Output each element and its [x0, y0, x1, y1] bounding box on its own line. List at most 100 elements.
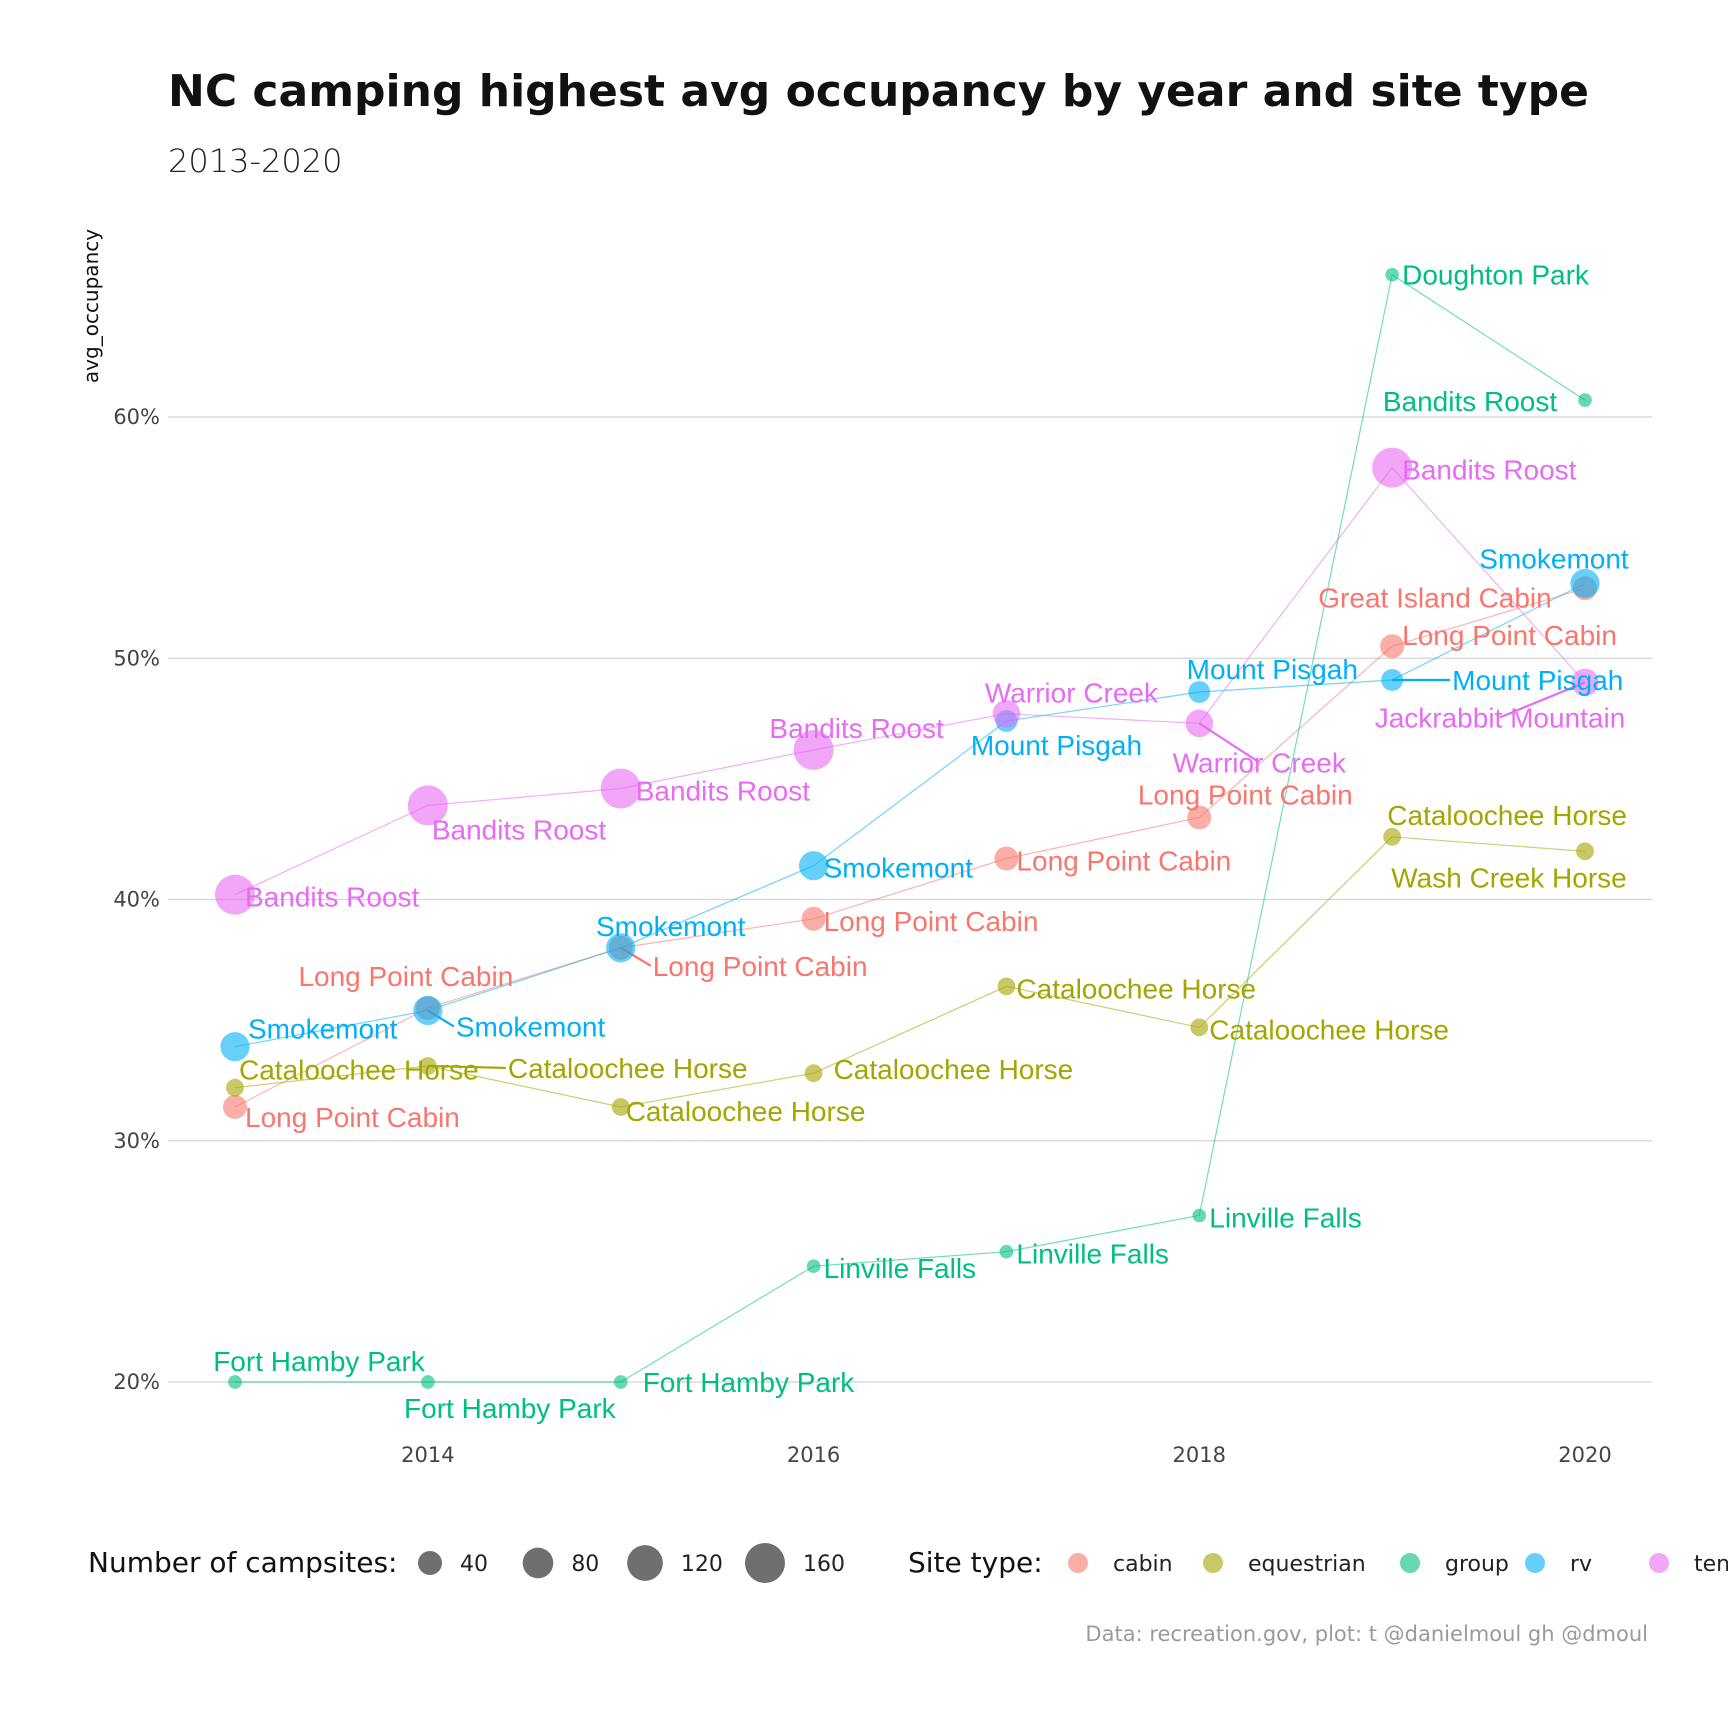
data-point-equestrian — [1383, 827, 1402, 846]
data-label-tent: Bandits Roost — [1402, 455, 1577, 486]
data-point-group — [1192, 1208, 1207, 1223]
data-point-tent — [1571, 668, 1599, 697]
data-label-equestrian: Cataloochee Horse — [834, 1054, 1074, 1085]
data-label-cabin: Long Point Cabin — [245, 1102, 460, 1133]
data-label-group: Fort Hamby Park — [213, 1346, 426, 1377]
x-axis: 2014 2016 2018 2020 — [401, 1443, 1612, 1467]
color-legend-label: cabin — [1113, 1552, 1173, 1577]
data-point-cabin — [1187, 805, 1212, 830]
data-label-rv: Mount Pisgah — [971, 730, 1142, 761]
data-point-rv — [606, 933, 636, 963]
data-point-rv — [220, 1032, 250, 1062]
data-label-equestrian: Cataloochee Horse — [508, 1053, 748, 1084]
data-label-group: Bandits Roost — [1383, 386, 1558, 417]
label-leader — [1499, 681, 1586, 719]
data-point-group — [228, 1375, 242, 1389]
x-tick-label: 2016 — [787, 1443, 840, 1467]
color-legend-label: tent — [1694, 1552, 1728, 1577]
data-label-rv: Smokemont — [1479, 543, 1629, 574]
data-label-group: Fort Hamby Park — [404, 1393, 617, 1424]
data-label-tent: Jackrabbit Mountain — [1375, 702, 1626, 733]
color-legend-key — [1649, 1553, 1669, 1573]
data-label-tent: Warrior Creek — [1173, 747, 1347, 778]
data-point-rv — [798, 851, 829, 881]
data-label-rv: Smokemont — [248, 1014, 398, 1045]
data-label-tent: Bandits Roost — [636, 776, 811, 807]
data-point-equestrian — [418, 1057, 437, 1075]
data-label-rv: Mount Pisgah — [1187, 654, 1358, 685]
data-point-equestrian — [997, 977, 1016, 996]
size-legend-key — [745, 1543, 785, 1583]
data-label-rv: Smokemont — [824, 853, 974, 884]
y-tick-label: 60% — [113, 405, 160, 429]
data-point-cabin — [994, 846, 1019, 871]
chart-subtitle: 2013-2020 — [168, 142, 343, 180]
data-point-tent — [1185, 709, 1214, 738]
data-point-tent — [992, 699, 1021, 728]
series-line-group — [235, 273, 1586, 1383]
data-label-group: Fort Hamby Park — [643, 1367, 856, 1398]
data-label-equestrian: Wash Creek Horse — [1391, 862, 1626, 893]
color-legend: cabin equestrian group rv tent — [1068, 1552, 1728, 1577]
data-label-equestrian: Cataloochee Horse — [1387, 800, 1627, 831]
series-line-cabin — [234, 587, 1586, 1108]
data-label-equestrian: Cataloochee Horse — [626, 1096, 866, 1127]
size-legend-label: 80 — [571, 1552, 599, 1577]
data-label-tent: Bandits Roost — [769, 713, 944, 744]
label-leader — [427, 1064, 506, 1070]
color-legend-label: group — [1445, 1552, 1509, 1577]
data-point-group — [613, 1375, 628, 1389]
data-point-rv — [1188, 681, 1211, 703]
data-labels: Long Point Cabin Long Point Cabin Long Poi… — [213, 260, 1629, 1424]
data-point-equestrian — [226, 1078, 244, 1097]
y-axis: 20% 30% 40% 50% 60% — [113, 405, 160, 1394]
color-legend-key — [1203, 1553, 1223, 1573]
size-legend-key — [522, 1547, 554, 1579]
data-point-group — [999, 1244, 1014, 1259]
data-point-group — [806, 1259, 821, 1274]
data-label-cabin: Long Point Cabin — [298, 961, 513, 992]
data-point-rv — [1381, 669, 1404, 691]
series-lines — [234, 273, 1586, 1383]
caption: Data: recreation.gov, plot: t @danielmou… — [1085, 1622, 1648, 1646]
series-line-tent — [234, 466, 1586, 896]
color-legend-label: rv — [1570, 1552, 1592, 1577]
data-point-tent — [407, 785, 448, 826]
data-point-tent — [1372, 447, 1413, 488]
x-tick-label: 2018 — [1173, 1443, 1226, 1467]
data-point-equestrian — [1190, 1018, 1209, 1037]
chart-title: NC camping highest avg occupancy by year… — [168, 66, 1589, 117]
y-tick-label: 40% — [113, 888, 160, 912]
data-points — [215, 267, 1600, 1389]
data-label-equestrian: Cataloochee Horse — [239, 1055, 479, 1086]
data-point-tent — [215, 874, 255, 915]
data-label-cabin: Long Point Cabin — [1402, 620, 1617, 651]
data-label-group: Linville Falls — [1209, 1203, 1362, 1234]
data-point-equestrian — [1576, 842, 1594, 861]
color-legend-key — [1068, 1553, 1088, 1573]
data-label-rv: Smokemont — [456, 1011, 606, 1042]
data-point-cabin — [1380, 634, 1405, 659]
size-legend-key — [627, 1545, 663, 1581]
data-label-cabin: Long Point Cabin — [1138, 779, 1353, 810]
color-legend-title: Site type: — [908, 1546, 1043, 1579]
size-legend: 40 80 120 160 — [418, 1543, 845, 1583]
data-label-cabin: Long Point Cabin — [653, 951, 868, 982]
data-label-equestrian: Cataloochee Horse — [1209, 1014, 1449, 1045]
data-label-rv: Mount Pisgah — [1452, 665, 1623, 696]
data-point-group — [1578, 393, 1592, 407]
data-point-equestrian — [611, 1098, 630, 1116]
data-label-group: Doughton Park — [1402, 260, 1590, 291]
data-label-cabin: Long Point Cabin — [824, 906, 1039, 937]
data-point-group — [421, 1375, 435, 1389]
x-tick-label: 2014 — [401, 1443, 454, 1467]
size-legend-key — [418, 1551, 442, 1575]
color-legend-key — [1400, 1553, 1420, 1573]
data-point-tent — [793, 729, 834, 770]
data-point-tent — [600, 768, 641, 809]
y-tick-label: 30% — [113, 1129, 160, 1153]
data-point-cabin — [801, 906, 826, 931]
y-axis-label: avg_occupancy — [79, 229, 103, 383]
size-legend-label: 120 — [681, 1552, 723, 1577]
